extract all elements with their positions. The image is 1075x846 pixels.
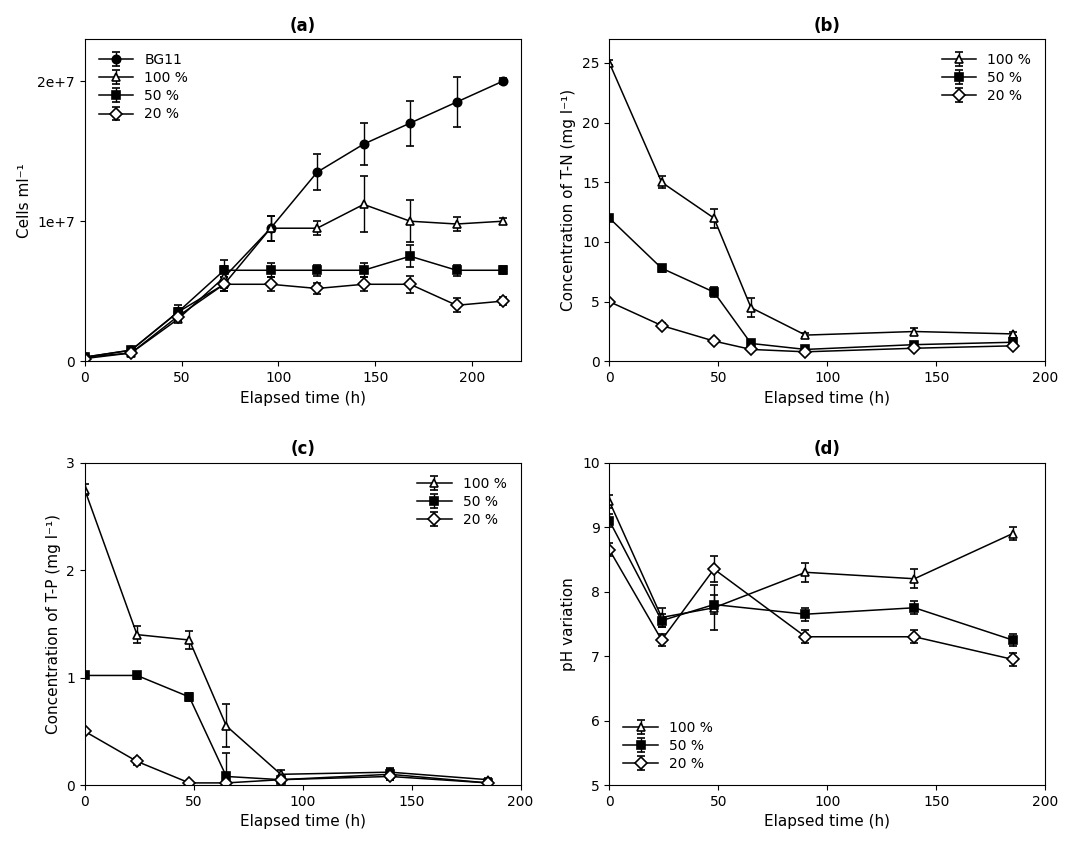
Y-axis label: Concentration of T-N (mg l⁻¹): Concentration of T-N (mg l⁻¹): [561, 89, 576, 311]
Title: (d): (d): [814, 441, 841, 459]
Y-axis label: Cells ml⁻¹: Cells ml⁻¹: [17, 162, 31, 238]
X-axis label: Elapsed time (h): Elapsed time (h): [240, 815, 366, 829]
Y-axis label: pH variation: pH variation: [561, 577, 576, 671]
Y-axis label: Concentration of T-P (mg l⁻¹): Concentration of T-P (mg l⁻¹): [45, 514, 60, 733]
Legend: 100 %, 50 %, 20 %: 100 %, 50 %, 20 %: [410, 470, 514, 534]
Title: (c): (c): [290, 441, 315, 459]
X-axis label: Elapsed time (h): Elapsed time (h): [764, 815, 890, 829]
Title: (a): (a): [289, 17, 316, 35]
Legend: 100 %, 50 %, 20 %: 100 %, 50 %, 20 %: [934, 46, 1038, 110]
X-axis label: Elapsed time (h): Elapsed time (h): [764, 391, 890, 405]
Title: (b): (b): [814, 17, 841, 35]
X-axis label: Elapsed time (h): Elapsed time (h): [240, 391, 366, 405]
Legend: BG11, 100 %, 50 %, 20 %: BG11, 100 %, 50 %, 20 %: [91, 46, 196, 129]
Legend: 100 %, 50 %, 20 %: 100 %, 50 %, 20 %: [616, 714, 720, 778]
